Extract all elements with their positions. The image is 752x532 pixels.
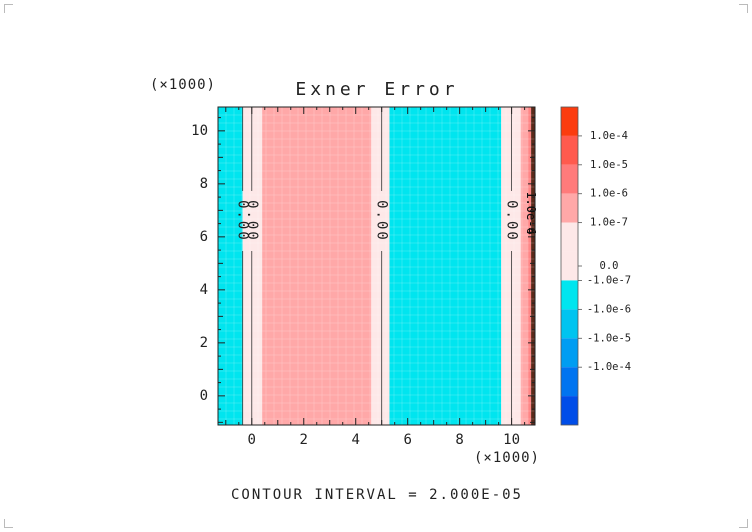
- y-tick-label: 8: [200, 176, 208, 192]
- colorbar-swatch-7: [561, 309, 578, 339]
- x-tick-label: 8: [455, 432, 463, 448]
- corner-mark-bottom-right: [739, 519, 748, 528]
- x-tick-label: 4: [351, 432, 359, 448]
- contour-label-2: 0.00: [374, 200, 390, 242]
- colorbar-swatch-6: [561, 280, 578, 310]
- x-axis-ticks: 0 2 4 6 8 10: [225, 107, 526, 448]
- colorbar-swatch-0: [561, 107, 578, 136]
- contour-interval-footer: CONTOUR INTERVAL = 2.000E-05: [231, 487, 523, 503]
- colorbar-label: 1.0e-7: [590, 217, 628, 229]
- colorbar-swatch-9: [561, 367, 578, 397]
- grid-overlay: [217, 106, 535, 425]
- colorbar-swatch-8: [561, 338, 578, 368]
- plot-border: [217, 106, 536, 426]
- colorbar: 1.0e-4 1.0e-5 1.0e-6 1.0e-7 0.0 -1.0e-7 -1.0e-…: [560, 106, 631, 426]
- y-scale-label: (×1000): [150, 77, 216, 93]
- colorbar-label: 1.0e-5: [590, 159, 628, 171]
- x-tick-label: 2: [300, 432, 308, 448]
- contour-band-6: [520, 107, 529, 425]
- corner-mark-bottom-left: [4, 519, 13, 528]
- y-axis-ticks: 0 2 4 6 8 10: [191, 117, 535, 423]
- corner-mark-top-right: [739, 4, 748, 13]
- colorbar-label: -1.0e-5: [587, 332, 631, 344]
- contour-band-3: [371, 107, 390, 425]
- x-tick-label: 10: [503, 432, 520, 448]
- y-tick-label: 4: [200, 282, 208, 298]
- plot-frame: [217, 106, 536, 426]
- y-tick-label: 6: [200, 229, 208, 245]
- contour-band-5: [501, 107, 521, 425]
- colorbar-swatch-1: [561, 135, 578, 165]
- edge-contour-label-1: 1.0e-4: [524, 191, 538, 234]
- contour-band-1: [242, 107, 263, 425]
- colorbar-swatch-5: [561, 251, 578, 281]
- x-tick-label: 0: [248, 432, 256, 448]
- y-tick-label: 0: [200, 388, 208, 404]
- corner-mark-top-left: [4, 4, 13, 13]
- colorbar-swatch-10: [561, 396, 578, 425]
- colorbar-swatch-4: [561, 222, 578, 252]
- colorbar-label: -1.0e-4: [587, 361, 631, 373]
- contour-band-4: [389, 107, 502, 425]
- colorbar-swatch-2: [561, 164, 578, 194]
- contour-band-2: [262, 107, 372, 425]
- x-scale-label: (×1000): [474, 450, 540, 466]
- chart-title: Exner Error: [295, 79, 458, 100]
- contour-label-1: 0.00: [244, 200, 260, 242]
- colorbar-label: -1.0e-6: [587, 303, 631, 315]
- colorbar-label: 1.0e-4: [590, 130, 628, 142]
- contour-band-8: [531, 107, 535, 425]
- contour-fill-bands: [218, 107, 535, 425]
- contour-lines: 0.000.00 0.00 0.00 1.0e-61.0e-4: [235, 107, 538, 425]
- y-tick-label: 10: [191, 123, 208, 139]
- x-tick-label: 6: [403, 432, 411, 448]
- contour-band-0: [218, 107, 243, 425]
- contour-label-3: 0.00: [504, 200, 520, 242]
- colorbar-label: -1.0e-7: [587, 274, 631, 286]
- colorbar-swatch-3: [561, 193, 578, 223]
- colorbar-label: 0.0: [600, 260, 619, 272]
- y-tick-label: 2: [200, 335, 208, 351]
- contour-band-7: [528, 107, 532, 425]
- contour-label-0: 0.00: [235, 200, 251, 242]
- colorbar-label: 1.0e-6: [590, 188, 628, 200]
